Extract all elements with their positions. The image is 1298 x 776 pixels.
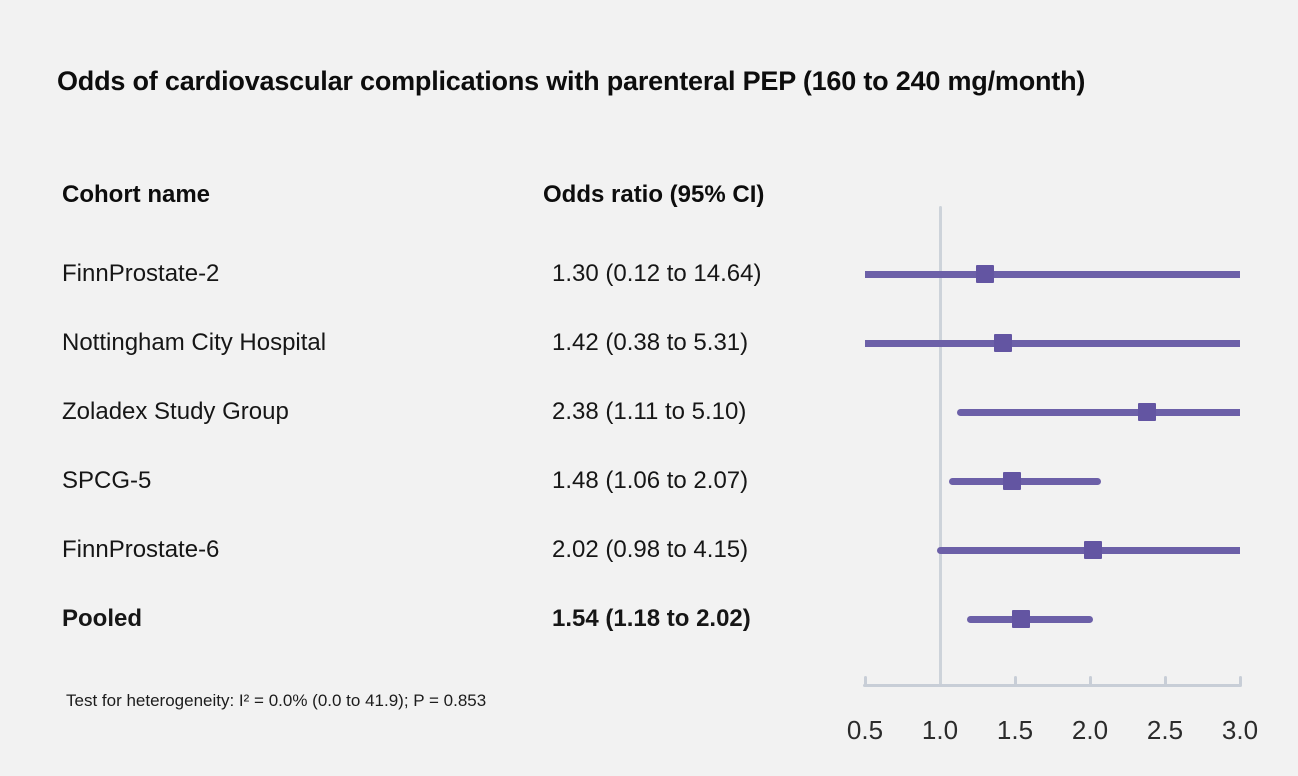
odds-ratio-value: 1.54 (1.18 to 2.02) [552, 605, 751, 632]
table-row: Pooled 1.54 (1.18 to 2.02) [0, 599, 1298, 639]
confidence-interval-line [865, 339, 1240, 347]
estimate-marker [1138, 403, 1156, 421]
x-axis-tick [1013, 676, 1017, 686]
odds-ratio-value: 1.30 (0.12 to 14.64) [552, 260, 762, 287]
estimate-marker [1003, 472, 1021, 490]
odds-ratio-value: 2.02 (0.98 to 4.15) [552, 536, 749, 563]
cohort-name: Pooled [62, 605, 143, 632]
confidence-interval-line [967, 615, 1093, 623]
x-axis-tick-label: 1.5 [996, 714, 1034, 745]
x-axis-tick-label: 0.5 [846, 714, 884, 745]
heterogeneity-footnote: Test for heterogeneity: I² = 0.0% (0.0 t… [66, 691, 487, 710]
estimate-marker [994, 334, 1012, 352]
confidence-interval-line [956, 408, 1240, 416]
confidence-interval-line [865, 270, 1240, 278]
table-row: FinnProstate-2 1.30 (0.12 to 14.64) [0, 254, 1298, 294]
x-axis-tick-label: 1.0 [921, 714, 959, 745]
column-header-odds-ratio: Odds ratio (95% CI) [543, 181, 765, 208]
cohort-name: FinnProstate-2 [62, 260, 220, 287]
x-axis-tick-label: 3.0 [1221, 714, 1259, 745]
x-axis-tick [863, 676, 867, 686]
table-row: Nottingham City Hospital 1.42 (0.38 to 5.… [0, 323, 1298, 363]
table-row: SPCG-5 1.48 (1.06 to 2.07) [0, 461, 1298, 501]
confidence-interval-line [949, 477, 1101, 485]
column-header-cohort-name: Cohort name [62, 181, 211, 208]
cohort-name: SPCG-5 [62, 467, 152, 494]
x-axis-tick [1163, 676, 1167, 686]
estimate-marker [1012, 610, 1030, 628]
cohort-name: FinnProstate-6 [62, 536, 220, 563]
reference-line-null-value [938, 206, 942, 686]
x-axis-tick [1088, 676, 1092, 686]
odds-ratio-value: 1.42 (0.38 to 5.31) [552, 329, 749, 356]
x-axis-tick [1238, 676, 1242, 686]
x-axis-tick-label: 2.0 [1071, 714, 1109, 745]
x-axis-line [863, 684, 1242, 687]
odds-ratio-value: 2.38 (1.11 to 5.10) [552, 398, 747, 425]
cohort-name: Zoladex Study Group [62, 398, 289, 425]
estimate-marker [976, 265, 994, 283]
table-row: FinnProstate-6 2.02 (0.98 to 4.15) [0, 530, 1298, 570]
table-row: Zoladex Study Group 2.38 (1.11 to 5.10) [0, 392, 1298, 432]
chart-title: Odds of cardiovascular complications wit… [57, 66, 1086, 96]
odds-ratio-value: 1.48 (1.06 to 2.07) [552, 467, 749, 494]
estimate-marker [1084, 541, 1102, 559]
cohort-name: Nottingham City Hospital [62, 329, 327, 356]
x-axis-tick-label: 2.5 [1146, 714, 1184, 745]
